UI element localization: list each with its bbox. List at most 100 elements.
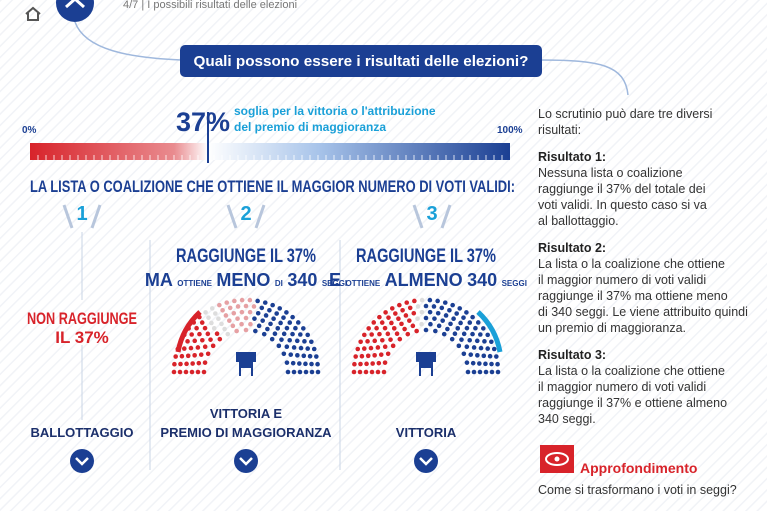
seat <box>305 346 311 351</box>
seat <box>291 369 297 375</box>
result-text: il maggior numero di voti validi <box>538 380 706 394</box>
seat <box>455 326 461 331</box>
seat <box>357 369 363 375</box>
seat <box>405 331 411 337</box>
seat <box>202 344 208 350</box>
outcome: VITTORIA E <box>210 406 283 421</box>
seat <box>298 332 303 337</box>
expand-buttons[interactable] <box>70 449 438 473</box>
seat <box>191 320 197 325</box>
seat <box>423 303 429 309</box>
seat <box>284 360 290 365</box>
result-text: il maggior numero di voti validi <box>538 273 706 287</box>
seat <box>309 369 315 375</box>
seat <box>281 351 287 357</box>
seat <box>489 369 495 375</box>
seat <box>382 325 388 331</box>
seat <box>468 352 474 357</box>
seat <box>205 351 211 357</box>
seat <box>184 361 189 367</box>
seat <box>369 332 374 337</box>
seat <box>394 331 400 336</box>
seat <box>295 353 300 358</box>
seat <box>412 298 417 304</box>
branch-chevrons <box>62 204 452 229</box>
seat <box>474 338 480 344</box>
seat <box>227 305 233 311</box>
seat <box>382 360 388 365</box>
seat <box>386 315 391 320</box>
seat <box>442 300 448 305</box>
headline: LA LISTA O COALIZIONE CHE OTTIENE IL MAG… <box>30 177 515 196</box>
seat <box>210 343 216 349</box>
seat <box>458 320 463 326</box>
seat <box>477 361 482 366</box>
seat <box>491 346 497 352</box>
seat <box>363 369 369 375</box>
seat <box>197 331 202 337</box>
seat <box>383 310 388 315</box>
seat <box>298 345 304 351</box>
seat <box>274 311 279 316</box>
result-text: di 340 seggi. Le viene attribuito quindi <box>538 305 748 319</box>
seat <box>297 361 302 366</box>
seat <box>303 369 309 375</box>
seat <box>186 326 191 331</box>
seat <box>231 310 237 316</box>
seat <box>265 326 270 332</box>
seat <box>467 320 473 325</box>
panel-intro: Lo scrutinio può dare tre diversi <box>538 107 712 121</box>
scale-ticks <box>37 155 503 160</box>
seat <box>435 298 440 304</box>
seat <box>223 313 229 318</box>
arrow-arc <box>476 310 503 353</box>
link[interactable]: Approfondimento <box>580 460 697 476</box>
seat <box>172 361 177 367</box>
seat <box>301 326 306 331</box>
seat <box>371 320 377 325</box>
seat <box>352 361 357 367</box>
seat <box>358 361 363 367</box>
seat <box>208 337 213 342</box>
seat <box>297 369 303 375</box>
seat <box>213 311 218 316</box>
seat <box>182 332 187 338</box>
seat <box>464 360 470 365</box>
seat <box>428 321 433 327</box>
seat <box>288 352 294 357</box>
seat <box>464 344 470 350</box>
seat <box>239 309 245 315</box>
seat <box>397 336 403 342</box>
seat <box>271 316 276 322</box>
result-heading: Risultato 2: <box>538 241 606 255</box>
seat <box>222 326 227 332</box>
seat <box>372 353 377 358</box>
hemicycles <box>171 297 501 375</box>
seat <box>485 346 491 351</box>
seat <box>456 343 462 349</box>
seat <box>209 306 215 311</box>
seat <box>279 337 284 342</box>
seat <box>309 339 314 345</box>
seat <box>375 345 381 350</box>
seat <box>481 326 486 331</box>
seat <box>419 297 425 303</box>
seat <box>173 354 178 359</box>
chairs <box>236 352 436 376</box>
seat <box>407 305 413 311</box>
seat <box>467 337 472 343</box>
seat <box>185 353 191 359</box>
seat <box>427 297 433 303</box>
threshold-caption: soglia per la vittoria o l'attribuzione <box>234 104 436 118</box>
seat <box>489 361 494 367</box>
seat <box>178 339 183 345</box>
outcome: BALLOTTAGGIO <box>30 425 133 440</box>
seat <box>177 369 183 375</box>
seat <box>253 328 258 334</box>
result-heading: Risultato 3: <box>538 348 606 362</box>
column-number: 3 <box>426 203 437 225</box>
seat <box>450 302 455 308</box>
home-icon[interactable] <box>25 6 41 21</box>
